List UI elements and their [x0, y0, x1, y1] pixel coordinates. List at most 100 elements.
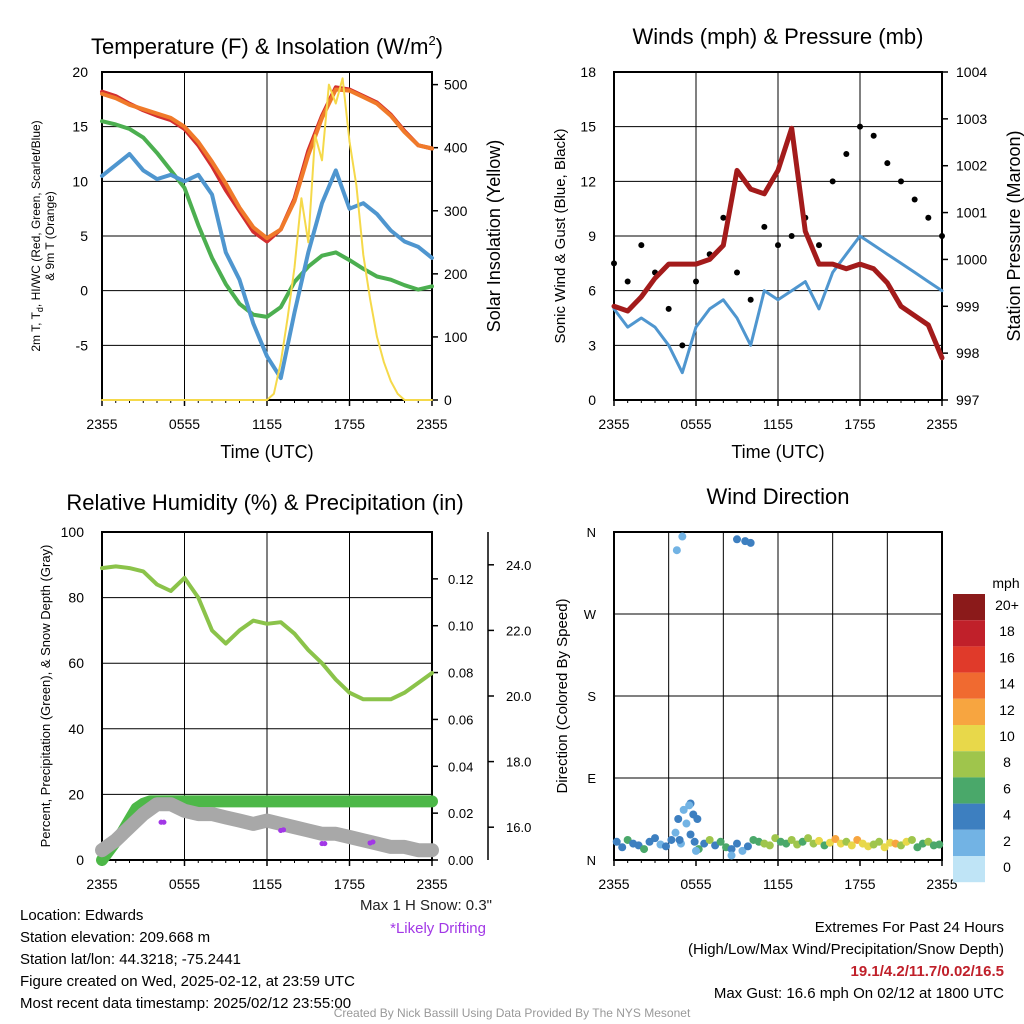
- extremes-panel: Extremes For Past 24 Hours (High/Low/Max…: [688, 917, 1004, 1005]
- winds-xlabel: Time (UTC): [731, 442, 824, 462]
- direction-point: [693, 815, 702, 823]
- y-tick-label-left: 10: [72, 173, 88, 189]
- colorbar-title: mph: [992, 575, 1019, 591]
- precip-tick-label: 0.12: [448, 572, 473, 587]
- x-tick-label: 1155: [763, 876, 793, 892]
- direction-point: [678, 532, 687, 541]
- colorbar-swatch: [953, 856, 985, 883]
- y-tick-label-left: 9: [588, 228, 596, 244]
- y-tick-label-left: 0: [588, 392, 596, 408]
- x-tick-label: 2355: [86, 416, 117, 432]
- x-tick-label: 0555: [169, 876, 200, 892]
- y-tick-label-dir: N: [587, 853, 596, 868]
- y-tick-label-left: 60: [68, 655, 84, 671]
- colorbar-label: 18: [999, 623, 1015, 639]
- y-tick-label-right: 1003: [956, 111, 987, 127]
- x-tick-label: 0555: [169, 416, 200, 432]
- gust-point: [884, 160, 891, 167]
- series-sonic-wind: [612, 234, 944, 375]
- y-tick-label-right: 999: [956, 298, 980, 314]
- colorbar-label: 2: [1003, 833, 1011, 849]
- y-tick-label-dir: N: [587, 525, 596, 540]
- station-info: Location: Edwards Station elevation: 209…: [20, 905, 355, 1015]
- direction-point: [831, 835, 840, 844]
- colorbar-swatch: [953, 620, 985, 647]
- x-tick-label: 1755: [334, 876, 365, 892]
- y-tick-label-right: 1002: [956, 158, 987, 174]
- series-wc: [100, 152, 434, 381]
- gust-point: [638, 242, 645, 249]
- colorbar-swatch: [953, 751, 985, 778]
- y-tick-label-left: 20: [68, 786, 84, 802]
- y-tick-label-left: 0: [76, 852, 84, 868]
- x-tick-label: 1155: [252, 416, 282, 432]
- gust-point: [611, 260, 617, 267]
- direction-point: [804, 834, 813, 843]
- direction-point: [733, 839, 741, 848]
- x-tick-label: 1155: [763, 416, 793, 432]
- direction-point: [907, 835, 916, 844]
- colorbar-label: 6: [1003, 780, 1011, 796]
- winds-ylabel: Sonic Wind & Gust (Blue, Black): [552, 128, 569, 343]
- x-tick-label: 1755: [844, 876, 875, 892]
- location-text: Location: Edwards: [20, 907, 144, 924]
- gust-point: [843, 151, 850, 157]
- drifting-point: [161, 819, 167, 825]
- created-text: Figure created on Wed, 2025-02-12, at 23…: [20, 973, 355, 990]
- credit-line: Created By Nick Bassill Using Data Provi…: [333, 1006, 691, 1020]
- temperature-ylabel-2: & 9m T (Orange): [43, 191, 57, 281]
- colorbar-swatch: [953, 777, 985, 804]
- y-tick-label-left: 6: [588, 283, 596, 299]
- direction-point: [746, 538, 755, 547]
- elevation-text: Station elevation: 209.668 m: [20, 929, 211, 946]
- colorbar-label: 20+: [995, 597, 1019, 613]
- y-tick-label-right: 200: [444, 266, 468, 282]
- gust-point: [761, 223, 768, 230]
- recent-text: Most recent data timestamp: 2025/02/12 2…: [20, 995, 352, 1012]
- direction-point: [743, 842, 752, 851]
- direction-point: [679, 805, 688, 814]
- direction-point: [738, 846, 747, 855]
- direction-point: [651, 834, 659, 843]
- y-tick-label-left: 100: [61, 524, 85, 540]
- direction-point: [661, 842, 670, 851]
- y-tick-label-left: 12: [580, 173, 596, 189]
- temperature-xlabel: Time (UTC): [220, 442, 313, 462]
- direction-point: [727, 845, 736, 854]
- direction-point: [671, 828, 680, 837]
- series-snow-depth: [95, 797, 439, 858]
- direction-point: [727, 851, 736, 860]
- precip-tick-label: 0.00: [448, 853, 473, 868]
- series-9m-t: [100, 87, 434, 241]
- series-relative-humidity: [100, 564, 434, 702]
- direction-point: [733, 535, 741, 544]
- precip-tick-label: 0.10: [448, 619, 473, 634]
- colorbar-swatch: [953, 725, 985, 752]
- y-tick-label-dir: E: [587, 771, 596, 786]
- direction-point: [618, 843, 627, 852]
- precip-tick-label: 0.08: [448, 666, 473, 681]
- y-tick-label-left: 18: [580, 64, 596, 80]
- direction-point: [815, 836, 823, 845]
- x-tick-label: 2355: [598, 416, 629, 432]
- gust-point: [925, 214, 932, 221]
- y-tick-label-dir: W: [584, 607, 597, 622]
- direction-point: [685, 801, 694, 810]
- colorbar-label: 12: [999, 702, 1015, 718]
- y-tick-label-right: 500: [444, 77, 468, 93]
- colorbar-label: 16: [999, 649, 1015, 665]
- likely-drifting-note: *Likely Drifting: [390, 920, 486, 937]
- direction-point: [847, 841, 856, 850]
- direction-point: [875, 837, 884, 846]
- y-tick-label-right: 1004: [956, 64, 987, 80]
- x-tick-label: 1755: [844, 416, 875, 432]
- series-td: [100, 119, 434, 319]
- winds-title: Winds (mph) & Pressure (mb): [633, 24, 924, 49]
- gust-point: [624, 278, 631, 285]
- winds-panel: 0 3 6 9 12 15 18 997 998 999 1000 1001 1002 1003 1004 2…: [552, 24, 1024, 462]
- y-tick-label-left: 3: [588, 337, 596, 353]
- x-tick-label: 1755: [334, 416, 365, 432]
- direction-point: [880, 843, 889, 852]
- direction-point: [765, 841, 774, 850]
